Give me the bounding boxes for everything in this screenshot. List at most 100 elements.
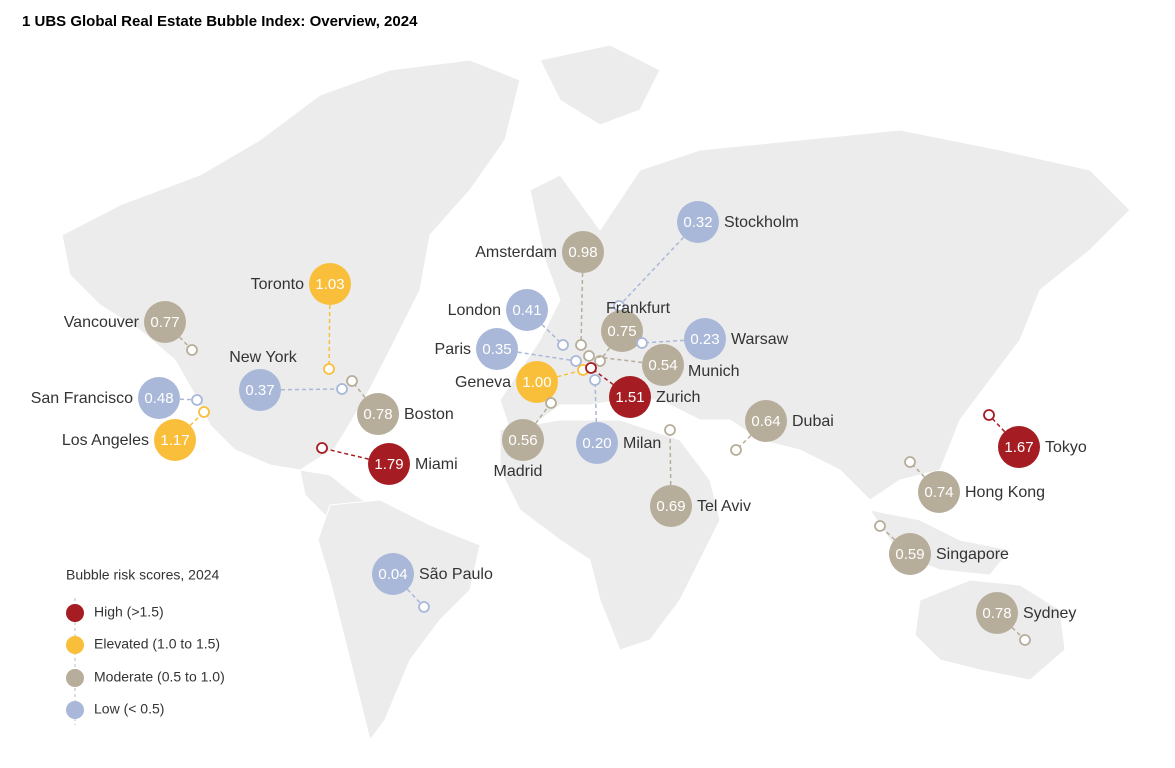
- city-score: 0.98: [568, 244, 597, 261]
- city-name: Boston: [404, 406, 454, 423]
- city-score: 0.48: [144, 390, 173, 407]
- city-name: New York: [229, 349, 298, 366]
- city-dot: [186, 344, 198, 356]
- leader-line: [669, 429, 672, 507]
- city-name: London: [448, 302, 501, 319]
- city-dot: [730, 444, 742, 456]
- legend-label: Moderate (0.5 to 1.0): [94, 669, 225, 685]
- city-name: Madrid: [494, 463, 543, 480]
- city-score: 0.04: [378, 566, 407, 583]
- city-dot: [557, 339, 569, 351]
- city-score: 0.37: [245, 382, 274, 399]
- city-dot: [664, 424, 676, 436]
- city-bubble: [357, 393, 399, 435]
- leader-line: [588, 355, 664, 366]
- city-score: 0.41: [512, 302, 541, 319]
- city-name: Dubai: [792, 413, 834, 430]
- city-bubble: [576, 422, 618, 464]
- leader-line: [618, 221, 699, 307]
- city-bubble: [609, 376, 651, 418]
- city-bubble: [976, 592, 1018, 634]
- city-bubble: [138, 377, 180, 419]
- city-name: Miami: [415, 456, 458, 473]
- city-bubble: [642, 344, 684, 386]
- city-dot: [594, 355, 606, 367]
- city-name: Sydney: [1023, 605, 1076, 622]
- legend-label: Low (< 0.5): [94, 701, 164, 717]
- city-name: Milan: [623, 435, 661, 452]
- leader-line: [321, 447, 390, 465]
- city-dot: [904, 456, 916, 468]
- city-name: Frankfurt: [606, 300, 671, 317]
- city-dot: [589, 374, 601, 386]
- city-name: Toronto: [251, 276, 304, 293]
- city-score: 0.35: [482, 341, 511, 358]
- city-bubble: [144, 301, 186, 343]
- city-name: Munich: [688, 363, 740, 380]
- city-bubble: [650, 485, 692, 527]
- city-score: 0.75: [607, 323, 636, 340]
- city-bubble: [998, 426, 1040, 468]
- city-bubble: [154, 419, 196, 461]
- city-score: 0.77: [150, 314, 179, 331]
- leader-line: [599, 330, 623, 362]
- city-name: Hong Kong: [965, 484, 1045, 501]
- city-name: Amsterdam: [475, 244, 557, 261]
- city-name: Los Angeles: [62, 432, 149, 449]
- city-name: Warsaw: [731, 331, 789, 348]
- city-dot: [323, 363, 335, 375]
- cities: 0.77 Vancouver 1.03 Toronto 0.37 New York 0.78…: [31, 201, 1087, 646]
- city-bubble: [372, 553, 414, 595]
- city-name: Tokyo: [1045, 439, 1087, 456]
- leader-line: [158, 397, 198, 401]
- city-score: 0.20: [582, 435, 611, 452]
- city-score: 1.03: [315, 276, 344, 293]
- city-dot: [874, 520, 886, 532]
- city-bubble: [562, 231, 604, 273]
- legend-swatch: [66, 669, 84, 687]
- legend: Bubble risk scores, 2024 High (>1.5) Elev…: [66, 567, 225, 725]
- legend-label: High (>1.5): [94, 604, 164, 620]
- legend-swatch: [66, 604, 84, 622]
- city-dot: [336, 383, 348, 395]
- city-bubble: [918, 471, 960, 513]
- leader-line: [496, 348, 577, 362]
- city-dot: [198, 406, 210, 418]
- city-dot: [191, 394, 203, 406]
- city-name: Tel Aviv: [697, 498, 751, 515]
- city-bubble: [309, 263, 351, 305]
- city-bubble: [745, 400, 787, 442]
- city-bubble: [476, 328, 518, 370]
- city-name: Vancouver: [64, 314, 140, 331]
- city-bubble: [502, 419, 544, 461]
- city-dot: [570, 355, 582, 367]
- city-score: 0.54: [648, 357, 677, 374]
- city-score: 0.78: [982, 605, 1011, 622]
- legend-swatch: [66, 701, 84, 719]
- city-bubble: [601, 310, 643, 352]
- city-dot: [575, 339, 587, 351]
- city-bubble: [677, 201, 719, 243]
- city-name: São Paulo: [419, 566, 493, 583]
- city-dot: [316, 442, 328, 454]
- city-bubble: [239, 369, 281, 411]
- city-bubble: [684, 318, 726, 360]
- city-dot: [583, 350, 595, 362]
- title: 1 UBS Global Real Estate Bubble Index: O…: [22, 13, 418, 30]
- city-score: 1.79: [374, 456, 403, 473]
- city-score: 1.00: [522, 374, 551, 391]
- legend-title: Bubble risk scores, 2024: [66, 567, 220, 583]
- city-dot: [418, 601, 430, 613]
- city-score: 0.69: [656, 498, 685, 515]
- city-name: San Francisco: [31, 390, 133, 407]
- city-dot: [346, 375, 358, 387]
- city-bubble: [368, 443, 410, 485]
- city-name: Geneva: [455, 374, 511, 391]
- city-name: Stockholm: [724, 214, 799, 231]
- city-score: 0.32: [683, 214, 712, 231]
- world-map: [61, 44, 1131, 742]
- city-dot: [636, 337, 648, 349]
- city-score: 0.23: [690, 331, 719, 348]
- city-name: Singapore: [936, 546, 1009, 563]
